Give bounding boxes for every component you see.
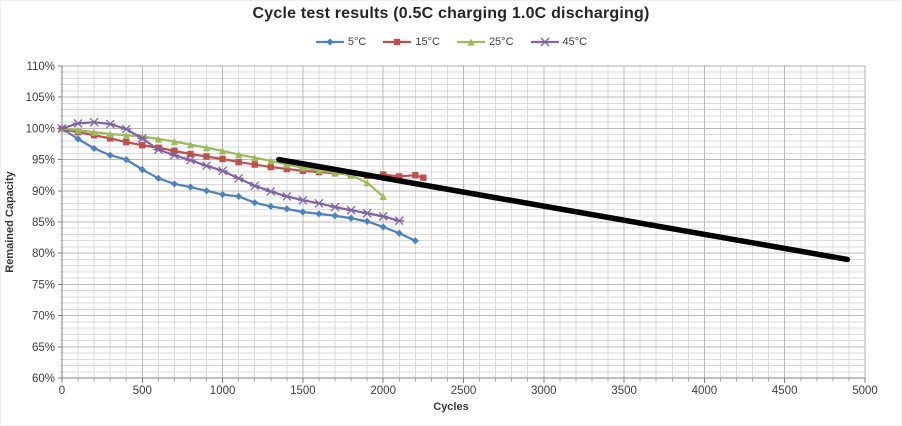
x-tick-label: 1000 <box>210 385 236 397</box>
y-tick-label: 95% <box>32 155 55 167</box>
series-marker-2 <box>235 151 243 159</box>
series-marker-0 <box>74 135 82 143</box>
series-marker-2 <box>299 164 307 172</box>
x-tick-label: 5000 <box>852 385 878 397</box>
x-axis-label: Cycles <box>433 401 469 413</box>
y-tick-label: 105% <box>26 92 55 104</box>
series-marker-2 <box>122 131 130 139</box>
series-marker-1 <box>123 138 130 146</box>
series-marker-1 <box>106 135 114 142</box>
legend-marker-icon <box>383 38 412 46</box>
series-marker-1 <box>187 150 194 158</box>
y-tick-label: 110% <box>26 61 55 73</box>
legend-item-label: 25°C <box>488 36 514 48</box>
series-marker-0 <box>363 217 371 225</box>
series-marker-2 <box>283 160 291 169</box>
chart-title: Cycle test results (0.5C charging 1.0C d… <box>252 5 650 22</box>
series-marker-1 <box>155 144 162 151</box>
series-marker-1 <box>420 174 427 181</box>
series-marker-2 <box>379 192 387 201</box>
y-tick-label: 85% <box>32 217 55 229</box>
series-marker-0 <box>90 144 98 152</box>
series-marker-0 <box>219 190 227 199</box>
series-marker-0 <box>411 237 419 245</box>
series-marker-0 <box>395 229 403 237</box>
trend-line <box>276 156 851 263</box>
legend-item-label: 45°C <box>562 36 588 48</box>
series-marker-1 <box>283 165 291 173</box>
series-marker-0 <box>154 174 162 182</box>
x-tick-label: 500 <box>133 385 152 397</box>
series-marker-0 <box>347 214 355 222</box>
series-marker-2 <box>202 144 211 152</box>
series-marker-1 <box>235 158 242 166</box>
legend-marker-icon <box>530 37 559 47</box>
series-marker-0 <box>267 202 275 210</box>
series-marker-0 <box>186 183 195 191</box>
legend-item-1: 15°C <box>382 36 440 48</box>
series-marker-0 <box>299 208 307 216</box>
series-marker-0 <box>138 165 146 174</box>
series-marker-2 <box>74 126 82 134</box>
series-marker-1 <box>251 161 258 168</box>
y-tick-label: 70% <box>32 311 55 323</box>
series-marker-2 <box>347 171 355 179</box>
series-marker-0 <box>283 205 291 213</box>
series-marker-2 <box>219 147 227 155</box>
series-line-3 <box>60 121 401 222</box>
series-marker-0 <box>202 187 211 195</box>
series-marker-0 <box>379 223 387 231</box>
y-tick-label: 80% <box>32 248 55 260</box>
series-marker-2 <box>251 154 259 162</box>
series-marker-2 <box>186 141 195 149</box>
series-marker-0 <box>235 192 243 201</box>
series-marker-1 <box>219 155 226 163</box>
x-tick-label: 1500 <box>290 385 316 397</box>
series-marker-0 <box>122 156 130 164</box>
legend-item-label: 5°C <box>347 36 367 48</box>
series-marker-1 <box>139 142 146 149</box>
y-tick-label: 100% <box>26 123 55 135</box>
legend-item-label: 15°C <box>415 36 440 48</box>
y-tick-label: 60% <box>32 373 55 385</box>
series-marker-1 <box>380 171 387 178</box>
legend-item-0: 5°C <box>315 36 366 48</box>
series-marker-2 <box>331 169 339 177</box>
series-marker-2 <box>154 135 162 143</box>
series-marker-1 <box>412 172 419 179</box>
series-marker-0 <box>331 212 339 220</box>
series-marker-2 <box>363 179 371 187</box>
series-marker-2 <box>315 166 323 174</box>
y-tick-label: 65% <box>32 342 55 354</box>
series-marker-2 <box>267 157 275 165</box>
series-marker-0 <box>106 151 114 159</box>
series-marker-1 <box>396 173 403 180</box>
x-tick-label: 4500 <box>772 385 798 397</box>
series-marker-2 <box>106 130 114 138</box>
y-tick-label: 75% <box>32 279 55 291</box>
x-tick-label: 3500 <box>611 385 637 397</box>
legend-item-3: 45°C <box>530 36 588 48</box>
series-marker-2 <box>90 128 98 136</box>
chart-legend: 5°C 15°C 25°C 45°C <box>26 36 876 48</box>
series-marker-0 <box>251 199 259 207</box>
legend-marker-icon <box>456 38 485 46</box>
series-marker-1 <box>171 147 178 155</box>
legend-item-2: 25°C <box>456 36 514 48</box>
series-marker-1 <box>267 163 274 171</box>
series-marker-1 <box>203 153 210 160</box>
series-marker-0 <box>170 180 179 188</box>
x-tick-label: 3000 <box>531 385 557 397</box>
y-tick-label: 90% <box>32 186 55 198</box>
legend-marker-icon <box>315 38 344 46</box>
x-tick-label: 4000 <box>692 385 718 397</box>
x-tick-label: 2500 <box>451 385 477 397</box>
series-marker-2 <box>170 137 179 146</box>
series-marker-0 <box>315 210 323 218</box>
x-tick-label: 0 <box>59 385 65 397</box>
x-tick-label: 2000 <box>370 385 396 397</box>
